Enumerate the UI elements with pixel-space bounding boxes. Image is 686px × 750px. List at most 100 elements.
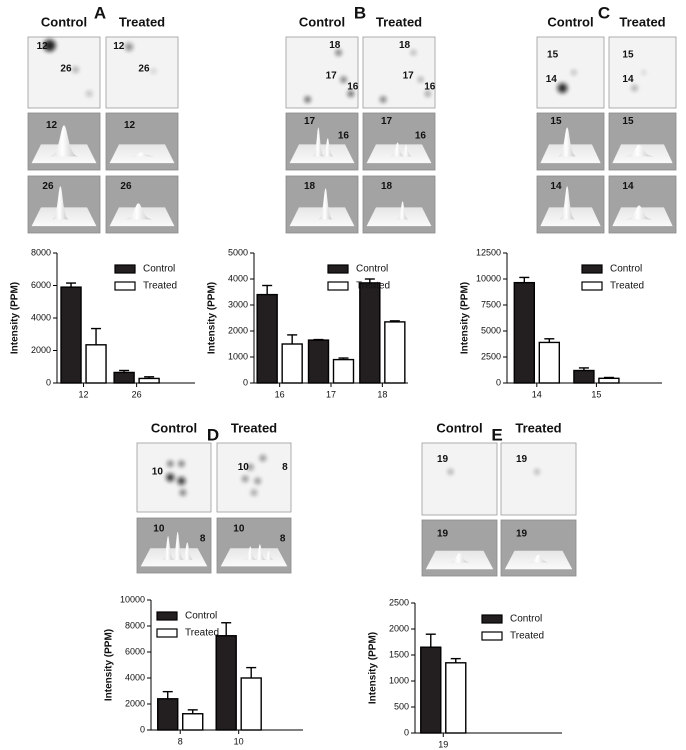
surface-label: 18 [381, 181, 393, 192]
surface-label: 8 [200, 534, 206, 545]
legend-label: Control [185, 611, 217, 622]
y-tick-label: 0 [140, 724, 145, 734]
y-tick-label: 2000 [31, 345, 51, 355]
y-tick-label: 6000 [125, 646, 145, 656]
gel-spot [86, 90, 93, 97]
gel-spot [242, 475, 249, 482]
bar [138, 377, 160, 384]
spot-label: 12 [113, 41, 125, 52]
gel-spot [340, 76, 347, 83]
gel-spot [43, 39, 56, 52]
surface-peak [244, 546, 257, 560]
spot-label: 26 [60, 64, 72, 75]
spot-label: 14 [546, 74, 558, 85]
bar [359, 282, 381, 384]
spot-label: 10 [152, 467, 164, 478]
gel-spot [335, 49, 342, 56]
surface-peak [527, 554, 550, 563]
x-tick-label: 15 [591, 389, 601, 399]
surface-peak [318, 188, 333, 220]
surface-label: 15 [622, 116, 634, 127]
image-header: Treated [119, 14, 165, 29]
y-tick-label: 5000 [481, 325, 501, 335]
gel-spot [304, 96, 311, 103]
gel-image [536, 36, 605, 109]
spot-label: 17 [326, 71, 338, 82]
gel-spot [167, 460, 174, 467]
gel-spot [251, 489, 257, 496]
y-tick-label: 1500 [389, 649, 409, 659]
y-tick-label: 0 [496, 377, 501, 387]
x-tick-label: 10 [234, 736, 244, 746]
gel-spot [410, 50, 416, 56]
legend-swatch [481, 614, 503, 624]
surface-label: 17 [304, 116, 316, 127]
panel-letter: B [354, 3, 366, 22]
legend-label: Treated [185, 628, 219, 639]
gel-spot [380, 96, 387, 103]
surface-peak [181, 542, 194, 560]
surface-peak [625, 205, 653, 220]
image-header: Control [436, 420, 482, 435]
legend-swatch [114, 281, 136, 291]
spot-label: 19 [437, 454, 449, 465]
gel-spot [259, 455, 266, 462]
surface-label: 18 [304, 181, 316, 192]
surface-label: 10 [233, 524, 245, 535]
y-tick-label: 2000 [228, 325, 248, 335]
gel-image [421, 442, 498, 516]
image-header: Treated [376, 14, 422, 29]
gel-spot [641, 70, 646, 75]
gel-spot [571, 70, 577, 75]
spot-label: 18 [399, 40, 411, 51]
gel-spot [177, 476, 186, 485]
y-tick-label: 10000 [120, 594, 145, 604]
surface-peak [448, 553, 471, 563]
y-tick-label: 10000 [476, 273, 501, 283]
y-tick-label: 2000 [389, 623, 409, 633]
legend-swatch [114, 264, 136, 274]
y-axis-label: Intensity (PPM) [368, 632, 379, 704]
gel-spot [254, 477, 261, 484]
gel-spot [151, 68, 157, 74]
spot-label: 26 [138, 64, 150, 75]
surface-label: 14 [622, 181, 634, 192]
legend-label: Control [610, 264, 642, 275]
surface-label: 8 [280, 534, 286, 545]
image-header: Control [41, 14, 87, 29]
surface-label: 19 [516, 529, 528, 540]
y-tick-label: 6000 [31, 280, 51, 290]
surface-peak [624, 144, 654, 157]
surface-peak [51, 186, 70, 220]
surface-label: 10 [153, 524, 165, 535]
surface-peak [322, 138, 334, 157]
gel-spot [247, 464, 254, 471]
surface-peak [124, 203, 153, 220]
bar [182, 713, 204, 731]
gel-spot [179, 489, 186, 496]
y-tick-label: 4000 [31, 312, 51, 322]
y-tick-label: 5000 [228, 247, 248, 257]
y-tick-label: 8000 [31, 247, 51, 257]
y-tick-label: 0 [243, 377, 248, 387]
gel-image [105, 36, 179, 109]
gel-spot [631, 85, 638, 92]
gel-image [216, 442, 292, 513]
spot-label: 15 [622, 49, 634, 60]
gel-spot [557, 83, 568, 94]
legend-label: Control [143, 264, 175, 275]
surface-peak [127, 152, 157, 157]
y-tick-label: 500 [394, 701, 409, 711]
y-tick-label: 2500 [481, 351, 501, 361]
y-tick-label: 3000 [228, 299, 248, 309]
surface-peak [171, 532, 184, 560]
surface-label: 26 [42, 181, 54, 192]
image-header: Control [547, 14, 593, 29]
surface-floor [220, 548, 288, 567]
surface-label: 15 [550, 116, 562, 127]
surface-peak [254, 544, 266, 560]
gel-image [285, 36, 359, 109]
gel-spot [418, 77, 424, 83]
x-tick-label: 26 [132, 389, 142, 399]
